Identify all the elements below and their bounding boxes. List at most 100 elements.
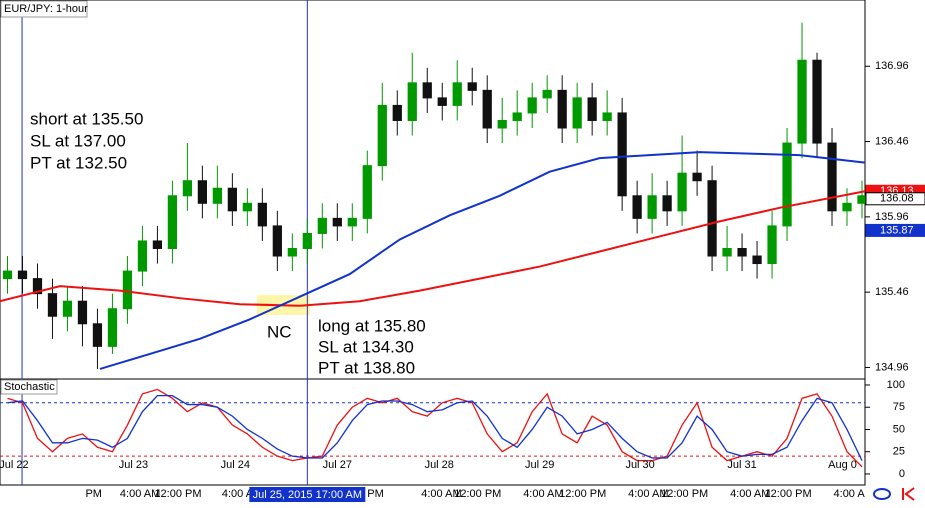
annotation: PT at 138.80 [318, 358, 415, 377]
candle-body [197, 180, 208, 204]
time-tick-label: PM [367, 488, 384, 500]
y-tick-label: 136.46 [875, 135, 909, 147]
candle-body [482, 89, 492, 129]
time-tick-label: 4:00 AM [421, 488, 461, 500]
candle-body [557, 89, 567, 129]
time-tick-label: PM [85, 488, 102, 500]
candle-body [272, 225, 282, 257]
y-tick-label: 50 [893, 423, 905, 435]
candle-body [797, 59, 807, 144]
x-tick-label: Jul 29 [525, 459, 554, 471]
candle-body [662, 195, 672, 212]
annotation: NC [267, 322, 292, 341]
time-tick-label: 4:00 AM [628, 488, 668, 500]
candle-body [602, 112, 612, 121]
candle-body [467, 82, 477, 91]
time-tick-label: 12:00 PM [661, 488, 708, 500]
candle-body [347, 217, 357, 227]
time-tick-label: 4:00 AM [730, 488, 770, 500]
candle-body [32, 278, 43, 295]
annotation: short at 135.50 [30, 109, 143, 128]
candle-body [647, 195, 657, 219]
candle-body [452, 82, 462, 106]
annotation: long at 135.80 [318, 316, 426, 335]
annotation: SL at 137.00 [30, 131, 126, 150]
time-tick-label: 4:00 AM [523, 488, 563, 500]
price-tag [865, 192, 925, 206]
candle-body [377, 104, 387, 167]
candle-body [332, 217, 342, 227]
candle-body [497, 119, 507, 129]
candle-body [242, 202, 252, 212]
candle-body [92, 323, 103, 347]
candle-body [62, 300, 73, 317]
candle-body [437, 97, 447, 106]
candle-body [212, 187, 222, 204]
toolbar-icons[interactable] [873, 487, 915, 501]
y-tick-label: 100 [887, 379, 905, 391]
candle-body [542, 89, 552, 99]
candle-body [722, 247, 732, 257]
candle-body [752, 255, 762, 265]
y-tick-label: 135.96 [875, 211, 909, 223]
candle-body [317, 217, 327, 234]
back-icon[interactable] [902, 487, 915, 501]
candle-body [122, 270, 133, 310]
candle-body [77, 300, 88, 325]
candle-body [167, 195, 178, 249]
y-tick-label: 0 [899, 468, 905, 480]
y-tick-label: 75 [893, 401, 905, 413]
candle-body [677, 172, 687, 212]
y-tick-label: 25 [893, 446, 905, 458]
panel-title: Stochastic [4, 381, 55, 393]
candle-body [182, 180, 193, 197]
x-tick-label: Jul 30 [625, 459, 654, 471]
link-icon[interactable] [873, 488, 891, 500]
candle-body [707, 180, 717, 257]
candle-body [302, 232, 312, 249]
candle-body [527, 97, 537, 114]
candle-body [767, 225, 777, 265]
candle-body [152, 240, 163, 249]
stochastic-line [7, 388, 863, 468]
price-tag-label: 136.08 [880, 193, 914, 205]
candle-body [827, 142, 837, 212]
cursor-label-box [249, 487, 366, 502]
x-tick-label: Jul 28 [425, 459, 454, 471]
x-tick-label: Aug 0 [828, 459, 857, 471]
cursor-label: Jul 25, 2015 17:00 AM [253, 489, 362, 501]
candle-body [47, 293, 58, 317]
candle-body [692, 172, 702, 182]
candle-body [512, 112, 522, 121]
stochastic-line [7, 395, 863, 461]
candle-body [737, 247, 747, 257]
candle-body [572, 97, 582, 129]
y-tick-label: 135.46 [875, 286, 909, 298]
time-tick-label: 12:00 PM [559, 488, 606, 500]
y-tick-label: 134.96 [875, 361, 909, 373]
annotation: PT at 132.50 [30, 153, 127, 172]
candle-body [617, 112, 627, 197]
time-tick-label: 12:00 PM [454, 488, 501, 500]
x-tick-label: Jul 24 [221, 459, 250, 471]
chart-title: EUR/JPY: 1-hour [4, 3, 88, 15]
candle-body [2, 270, 13, 280]
candle-body [137, 240, 148, 272]
time-tick-label: 4:00 A [834, 488, 866, 500]
plot-layer [0, 0, 867, 485]
time-tick-label: 12:00 PM [765, 488, 812, 500]
moving-average [0, 190, 866, 307]
candle-body [407, 82, 417, 121]
y-tick-label: 136.96 [875, 60, 909, 72]
candle-body [392, 104, 402, 121]
price-tag [865, 223, 925, 237]
x-tick-label: Jul 22 [0, 459, 29, 471]
time-tick-label: 4:00 AM [120, 488, 160, 500]
candle-body [362, 165, 372, 219]
candle-body [227, 187, 237, 212]
candle-body [857, 195, 867, 204]
moving-average [99, 151, 866, 370]
candle-body [587, 97, 597, 121]
candle-body [422, 82, 432, 99]
